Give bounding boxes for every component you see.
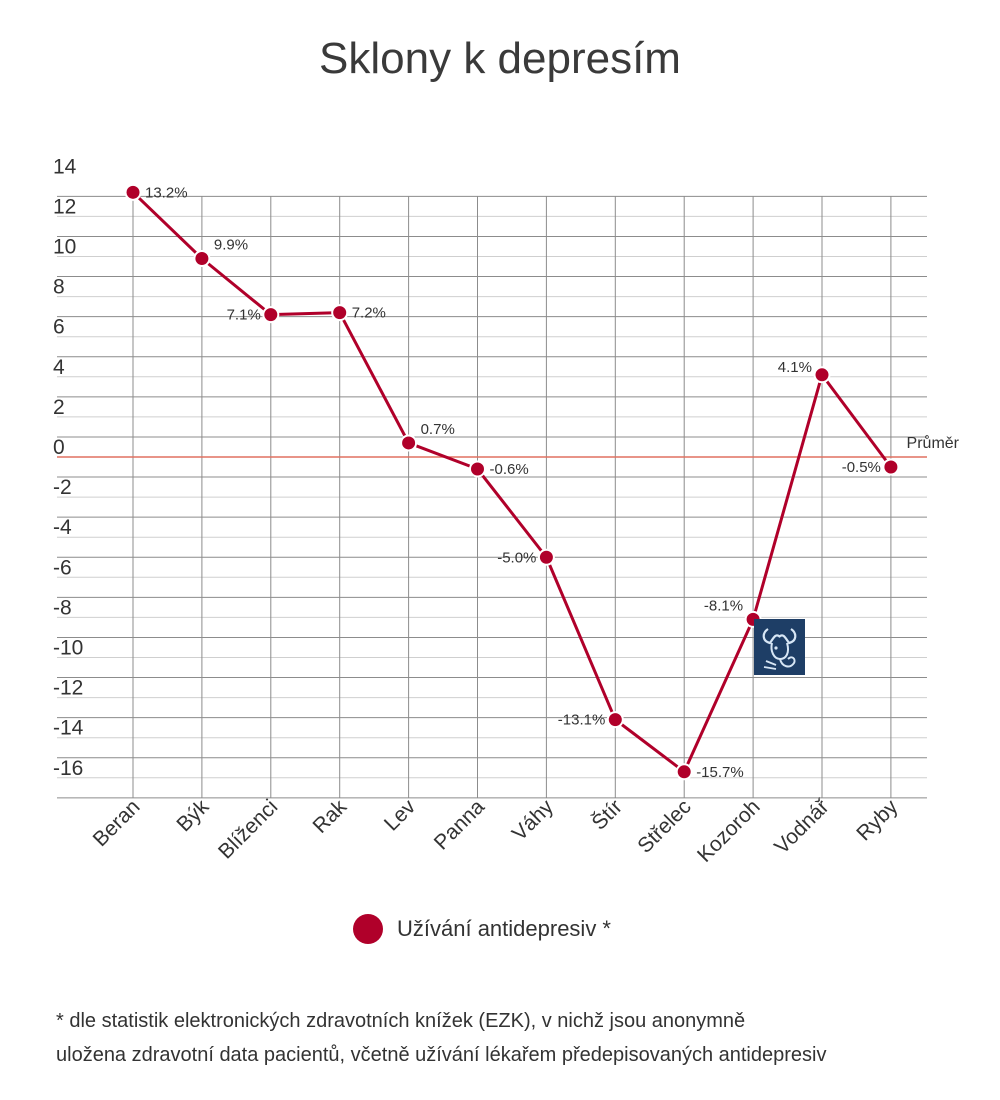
data-label: 7.2% [352, 305, 386, 322]
x-tick-label: Štír [587, 795, 626, 834]
data-label: -0.5% [842, 459, 881, 476]
y-tick-label: 0 [53, 436, 65, 459]
x-tick-label: Střelec [633, 795, 695, 857]
x-axis-ticks: Beran Býk Blíženci Rak Lev Panna Váhy Štír Střel… [89, 795, 903, 867]
x-tick-label: Býk [172, 795, 213, 836]
data-point [469, 460, 486, 478]
average-label: Průměr [907, 434, 960, 452]
series-line [131, 191, 893, 774]
y-tick-label: 2 [53, 396, 65, 419]
data-label: -13.1% [558, 712, 606, 729]
y-tick-label: 10 [53, 236, 76, 259]
data-point [813, 366, 831, 384]
line-chart: Průměr 14 12 10 8 6 4 2 0 -2 -4 -6 -8 -10 -12 -14 -16 B… [53, 155, 960, 867]
data-label: -8.1% [704, 597, 743, 614]
data-point [882, 458, 900, 476]
legend-label: Užívání antidepresiv * [397, 916, 611, 941]
data-label: 7.1% [227, 307, 261, 324]
data-point [606, 711, 624, 729]
data-label: 9.9% [214, 237, 248, 254]
data-label: 13.2% [145, 184, 188, 201]
data-point [262, 306, 280, 324]
y-tick-label: 6 [53, 316, 65, 339]
x-tick-label: Lev [380, 795, 421, 836]
x-tick-label: Beran [89, 795, 145, 851]
x-tick-label: Panna [430, 795, 489, 854]
data-label: -0.6% [490, 461, 529, 478]
x-tick-label: Kozoroh [693, 795, 765, 867]
footnote-line-2: uložena zdravotní data pacientů, včetně … [56, 1044, 827, 1066]
footnote-line-1: * dle statistik elektronických zdravotní… [56, 1010, 746, 1032]
data-point [124, 183, 142, 201]
y-tick-label: -8 [53, 596, 72, 619]
x-tick-label: Blíženci [214, 795, 282, 863]
footnote: * dle statistik elektronických zdravotní… [56, 1004, 986, 1072]
data-label: -5.0% [497, 549, 536, 566]
y-tick-label: 14 [53, 155, 77, 178]
chart-title: Sklony k depresím [319, 34, 681, 83]
y-axis-ticks: 14 12 10 8 6 4 2 0 -2 -4 -6 -8 -10 -12 -14 -16 [53, 155, 84, 780]
y-tick-label: -2 [53, 476, 72, 499]
x-tick-label: Ryby [852, 795, 902, 845]
data-label: 0.7% [421, 421, 455, 438]
x-tick-label: Váhy [508, 795, 558, 845]
y-tick-label: 8 [53, 276, 65, 299]
capricorn-icon [754, 619, 805, 675]
y-tick-label: -6 [53, 556, 72, 579]
x-tick-label: Rak [309, 795, 352, 838]
data-point [400, 434, 418, 452]
data-point [537, 548, 555, 566]
y-tick-label: -14 [53, 717, 84, 740]
y-tick-label: 12 [53, 195, 76, 218]
series-layer: 13.2% 9.9% 7.1% 7.2% 0.7% -0.6% -5.0% -13.1% -15… [124, 183, 900, 781]
y-tick-label: -4 [53, 516, 72, 539]
legend-marker [353, 914, 383, 944]
x-tick-label: Vodnář [770, 795, 834, 859]
y-tick-label: 4 [53, 356, 65, 379]
data-label: -15.7% [696, 764, 744, 781]
y-tick-label: -12 [53, 677, 83, 700]
data-point [675, 763, 693, 781]
data-label: 4.1% [778, 359, 812, 376]
icon-layer [754, 619, 805, 675]
legend: Užívání antidepresiv * [353, 914, 611, 944]
data-point [331, 304, 349, 322]
reference-line-layer: Průměr [57, 434, 960, 458]
y-tick-label: -16 [53, 757, 83, 780]
y-tick-label: -10 [53, 637, 83, 660]
data-point [193, 250, 211, 268]
grid-layer [57, 195, 927, 799]
